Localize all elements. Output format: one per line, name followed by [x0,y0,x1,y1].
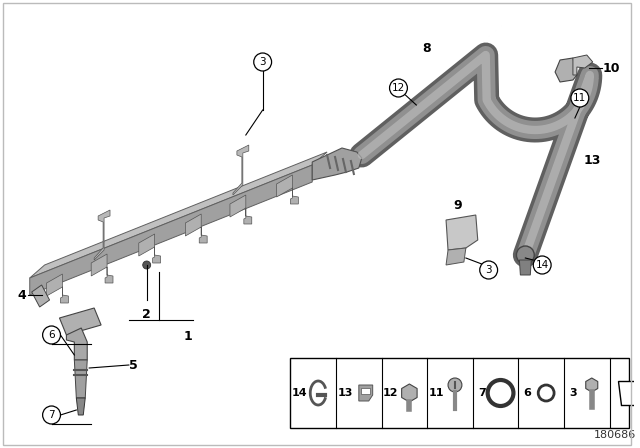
Polygon shape [446,248,466,265]
Text: 11: 11 [428,388,444,398]
Polygon shape [67,328,87,360]
Text: 2: 2 [142,308,151,321]
Circle shape [516,246,534,264]
Circle shape [143,261,150,269]
Text: 3: 3 [569,388,577,398]
Text: 3: 3 [485,265,492,275]
Text: 12: 12 [392,83,405,93]
Polygon shape [276,175,298,204]
Text: 3: 3 [259,57,266,67]
Text: 14: 14 [292,388,307,398]
Text: 13: 13 [583,154,600,167]
Circle shape [390,79,408,97]
Polygon shape [139,234,161,263]
Text: 9: 9 [454,198,462,211]
Text: 6: 6 [524,388,531,398]
Polygon shape [361,388,370,394]
Polygon shape [233,145,249,195]
Text: 8: 8 [422,42,431,55]
Circle shape [571,89,589,107]
Polygon shape [47,274,68,303]
Circle shape [43,326,60,344]
Polygon shape [555,58,577,82]
Polygon shape [312,148,362,180]
Polygon shape [186,214,207,243]
Polygon shape [74,360,87,398]
Text: 4: 4 [17,289,26,302]
Text: 7: 7 [478,388,486,398]
FancyBboxPatch shape [291,358,629,428]
Polygon shape [76,398,85,415]
Polygon shape [446,215,478,250]
Polygon shape [29,152,327,278]
Polygon shape [29,165,312,295]
Text: 14: 14 [536,260,549,270]
Polygon shape [359,385,372,401]
Text: 180686: 180686 [593,430,636,440]
Text: 13: 13 [337,388,353,398]
Polygon shape [618,381,639,405]
Text: 12: 12 [383,388,398,398]
Text: 5: 5 [129,358,138,371]
Circle shape [43,406,60,424]
Polygon shape [573,55,593,75]
Circle shape [533,256,551,274]
Polygon shape [60,308,101,335]
Polygon shape [32,285,49,307]
Polygon shape [230,195,252,224]
Text: 7: 7 [48,410,55,420]
Text: 6: 6 [48,330,55,340]
Text: 1: 1 [184,330,193,343]
Polygon shape [94,210,110,260]
Circle shape [480,261,497,279]
Text: 11: 11 [573,93,586,103]
Polygon shape [402,384,417,402]
Circle shape [253,53,271,71]
Circle shape [448,378,462,392]
Polygon shape [586,378,598,392]
Text: 10: 10 [603,61,620,74]
Polygon shape [91,254,113,283]
Polygon shape [520,260,531,275]
